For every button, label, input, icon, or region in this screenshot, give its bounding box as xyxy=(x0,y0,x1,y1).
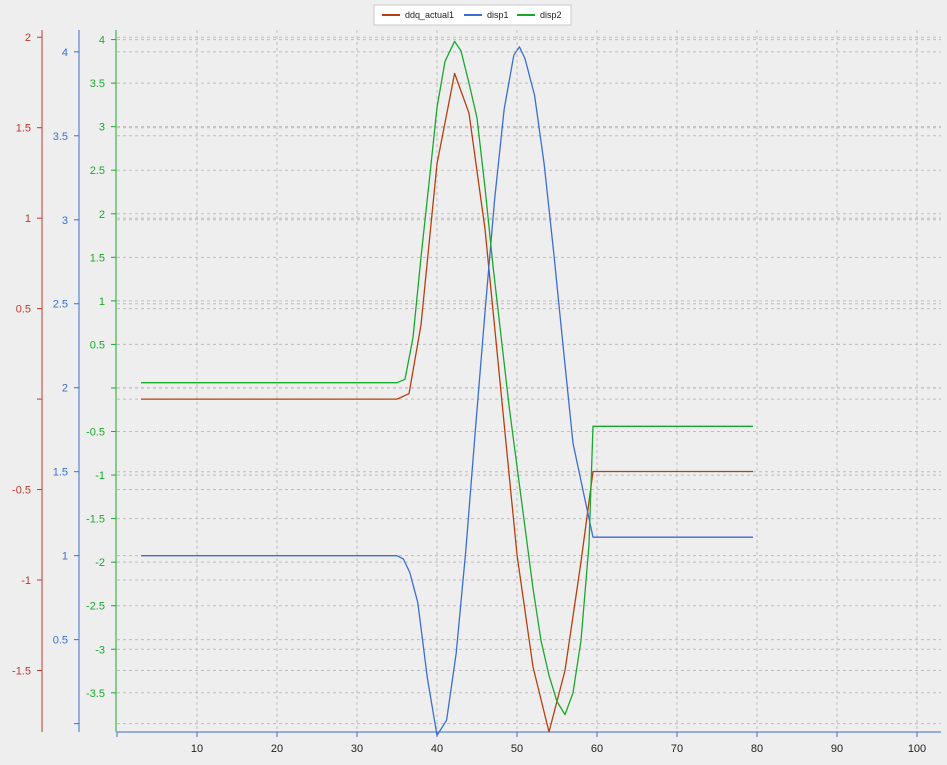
x-tick-label: 30 xyxy=(351,743,363,755)
y-tick-label-disp1: 3.5 xyxy=(53,131,68,143)
y-tick-label-disp2: -1 xyxy=(95,470,105,482)
x-tick-label: 40 xyxy=(431,743,443,755)
y-tick-label-disp1: 3 xyxy=(62,215,68,227)
y-tick-label-disp2: 4 xyxy=(99,35,105,47)
x-tick-label: 100 xyxy=(908,743,926,755)
y-tick-label-disp1: 0.5 xyxy=(53,635,68,647)
legend-label-ddq_actual1: ddq_actual1 xyxy=(405,10,454,20)
x-tick-label: 70 xyxy=(671,743,683,755)
y-tick-label-disp2: 0.5 xyxy=(90,339,105,351)
legend-label-disp2: disp2 xyxy=(540,10,562,20)
series-lines xyxy=(141,40,753,737)
y-tick-label-disp2: -1.5 xyxy=(86,514,105,526)
y-tick-label-ddq: 1.5 xyxy=(16,123,31,135)
x-tick-label: 20 xyxy=(271,743,283,755)
y-tick-label-disp2: -2.5 xyxy=(86,601,105,613)
y-tick-label-ddq: -0.5 xyxy=(12,485,31,497)
series-line-disp2 xyxy=(141,40,753,716)
y-tick-label-disp2: -0.5 xyxy=(86,427,105,439)
series-line-ddq_actual1 xyxy=(141,72,753,733)
y-tick-label-disp2: 1 xyxy=(99,296,105,308)
y-tick-label-disp2: 2 xyxy=(99,209,105,221)
x-tick-label: 80 xyxy=(751,743,763,755)
y-tick-label-ddq: 2 xyxy=(25,32,31,44)
y-tick-label-ddq: -1 xyxy=(21,575,31,587)
y-tick-label-disp2: 3.5 xyxy=(90,78,105,90)
y-tick-label-disp1: 2 xyxy=(62,383,68,395)
y-tick-label-disp2: -3.5 xyxy=(86,688,105,700)
x-tick-label: 60 xyxy=(591,743,603,755)
x-tick-label: 50 xyxy=(511,743,523,755)
y-tick-label-disp2: 1.5 xyxy=(90,252,105,264)
legend: ddq_actual1 disp1 disp2 xyxy=(373,4,572,26)
series-line-disp1 xyxy=(141,46,753,737)
y-tick-label-disp2: -3 xyxy=(95,644,105,656)
x-tick-label: 90 xyxy=(831,743,843,755)
y-tick-label-ddq: 0.5 xyxy=(16,304,31,316)
y-tick-label-disp2: 2.5 xyxy=(90,165,105,177)
legend-label-disp1: disp1 xyxy=(487,10,509,20)
y-tick-label-disp1: 1.5 xyxy=(53,467,68,479)
grid xyxy=(117,30,941,732)
y-tick-label-disp2: -2 xyxy=(95,557,105,569)
y-tick-label-disp2: 3 xyxy=(99,122,105,134)
y-tick-label-ddq: -1.5 xyxy=(12,665,31,677)
y-tick-label-ddq: 1 xyxy=(25,213,31,225)
y-tick-label-disp1: 1 xyxy=(62,551,68,563)
x-tick-label: 10 xyxy=(191,743,203,755)
y-tick-label-disp1: 2.5 xyxy=(53,299,68,311)
y-tick-label-disp1: 4 xyxy=(62,47,68,59)
axes: 2 1.5 1 0.5 -0.5 -1 -1.5 4 3.5 3 2.5 2 1.5 1 0.5 -0.5 -1… xyxy=(12,30,941,755)
